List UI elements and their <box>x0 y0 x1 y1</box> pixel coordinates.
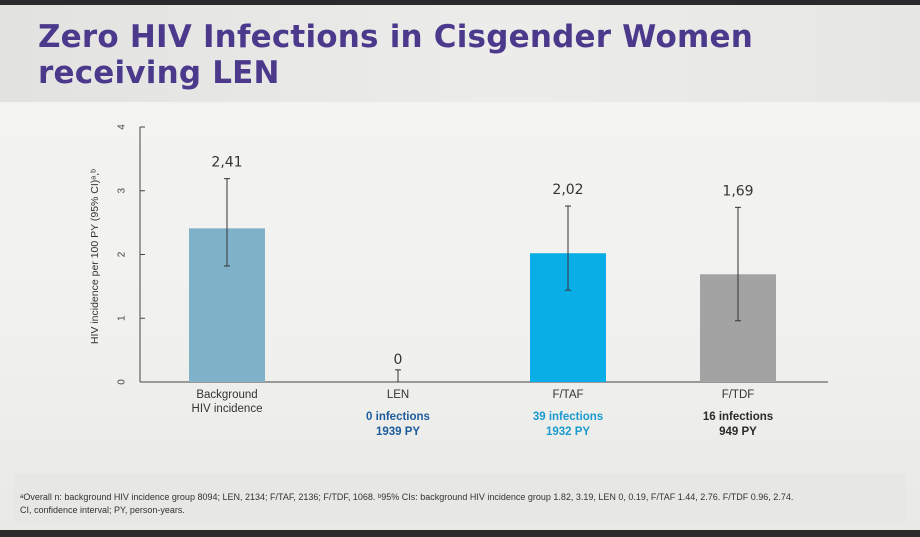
bar-info-label: 39 infections <box>533 411 603 423</box>
x-tick-label: HIV incidence <box>192 403 263 415</box>
slide: Zero HIV Infections in Cisgender Women r… <box>0 5 920 530</box>
bar-info-label: 949 PY <box>719 426 757 438</box>
x-tick-label: F/TDF <box>722 389 755 401</box>
data-label: 1,69 <box>722 183 753 199</box>
data-label: 2,41 <box>211 155 242 171</box>
x-tick-label: Background <box>196 389 257 401</box>
data-label: 0 <box>394 352 403 368</box>
footnote: ᵃOverall n: background HIV incidence gro… <box>14 473 906 523</box>
x-tick-label: LEN <box>387 389 409 401</box>
bar-info-label: 1932 PY <box>546 426 590 438</box>
y-tick-label: 4 <box>117 124 128 130</box>
y-tick-label: 2 <box>117 251 128 257</box>
y-axis-title: HIV incidence per 100 PY (95% CI)ᵃ,ᵇ <box>89 169 101 344</box>
bar-info-label: 16 infections <box>703 411 773 423</box>
slide-title: Zero HIV Infections in Cisgender Women r… <box>38 19 753 91</box>
y-tick-label: 0 <box>117 379 128 385</box>
footnote-line-2: CI, confidence interval; PY, person-year… <box>20 505 185 515</box>
chart: 0 1 2 3 4 HIV incidence per 100 PY (95% CI)ᵃ,… <box>89 124 828 438</box>
bar-info-label: 0 infections <box>366 411 430 423</box>
y-tick-label: 3 <box>117 188 128 194</box>
x-tick-label: F/TAF <box>552 389 583 401</box>
header-band <box>0 5 920 102</box>
footnote-line-1: ᵃOverall n: background HIV incidence gro… <box>20 492 794 502</box>
y-tick-label: 1 <box>117 315 128 321</box>
bar-info-label: 1939 PY <box>376 426 420 438</box>
data-label: 2,02 <box>552 182 583 198</box>
